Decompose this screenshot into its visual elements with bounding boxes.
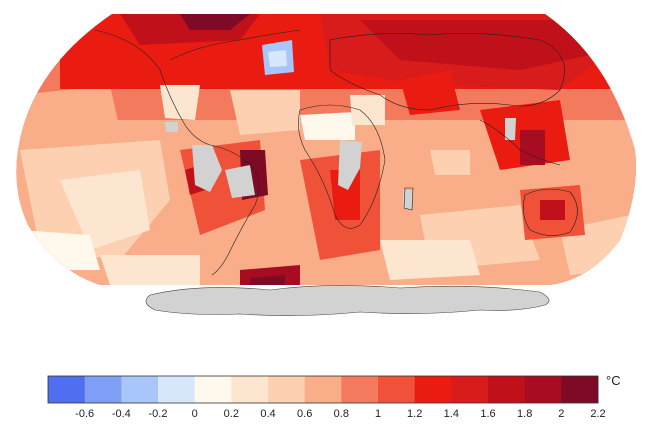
- antarctica-missing-data: [145, 285, 550, 316]
- legend-swatch: [84, 376, 122, 403]
- legend-tick-label: 2: [558, 408, 564, 420]
- legend-border: [47, 375, 599, 404]
- legend-swatch: [414, 376, 452, 403]
- legend-tick-label: 0.4: [260, 408, 275, 420]
- legend-swatch: [194, 376, 232, 403]
- coastlines: [94, 29, 578, 276]
- legend-tick-label: 1.2: [407, 408, 422, 420]
- legend-tick-label: -0.4: [112, 408, 131, 420]
- legend-swatch: [268, 376, 306, 403]
- legend-swatch: [451, 376, 489, 403]
- legend-swatches: [47, 375, 599, 404]
- anomaly-field: [16, 14, 636, 285]
- world-temperature-anomaly-map: [16, 14, 636, 316]
- legend-tick-label: 1.6: [480, 408, 495, 420]
- legend-swatch: [121, 376, 159, 403]
- legend-tick-label: 1.8: [517, 408, 532, 420]
- legend-swatch: [378, 376, 416, 403]
- legend-tick-label: -0.6: [75, 408, 94, 420]
- legend-swatch: [341, 376, 379, 403]
- legend-tick-label: 1: [375, 408, 381, 420]
- color-legend: -0.6 -0.4 -0.2 0 0.2 0.4 0.6 0.8 1 1.2 1.4 1.6 1.8 2 2…: [47, 373, 621, 420]
- legend-tick-labels: -0.6 -0.4 -0.2 0 0.2 0.4 0.6 0.8 1 1.2 1.4 1.6 1.8 2 2…: [75, 408, 605, 420]
- legend-swatch: [561, 376, 599, 403]
- legend-tick-label: 0.2: [224, 408, 239, 420]
- legend-swatch: [524, 376, 562, 403]
- legend-tick-label: 0.8: [334, 408, 349, 420]
- legend-tick-label: 0.6: [297, 408, 312, 420]
- legend-swatch: [488, 376, 526, 403]
- legend-tick-label: -0.2: [149, 408, 168, 420]
- legend-swatch: [231, 376, 269, 403]
- legend-swatch: [158, 376, 196, 403]
- legend-swatch: [48, 376, 86, 403]
- legend-swatch: [304, 376, 342, 403]
- legend-tick-label: 2.2: [590, 408, 605, 420]
- legend-tick-label: 0: [192, 408, 198, 420]
- legend-tick-label: 1.4: [444, 408, 459, 420]
- legend-unit-label: °C: [606, 373, 621, 388]
